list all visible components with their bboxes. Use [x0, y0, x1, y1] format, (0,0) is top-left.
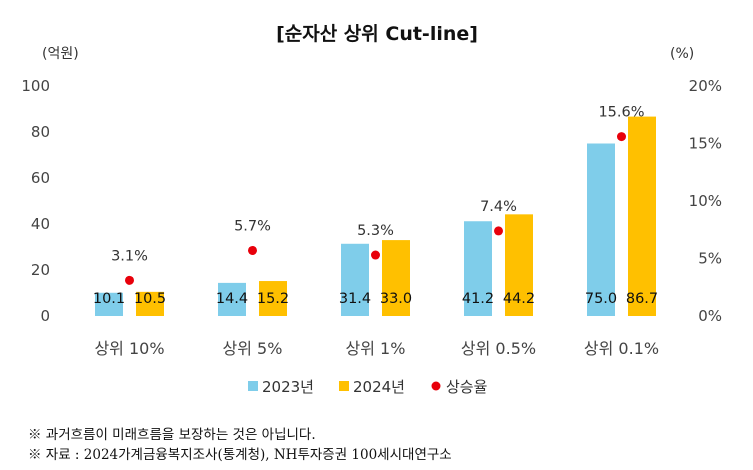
right-tick-label: 0% — [698, 307, 722, 325]
rate-label: 7.4% — [480, 199, 517, 215]
bar-value-label-2023: 31.4 — [339, 291, 371, 307]
rate-point — [494, 226, 503, 236]
chart: [순자산 상위 Cut-line] (억원) (%) 020406080100 … — [21, 23, 722, 396]
bar-2023 — [464, 221, 492, 316]
legend: 2023년 2024년 상승율 — [248, 378, 487, 396]
bar-value-label-2023: 41.2 — [462, 291, 494, 307]
legend-label-2024: 2024년 — [353, 378, 405, 396]
category-label: 상위 0.1% — [584, 339, 659, 358]
bar-value-label-2024: 10.5 — [134, 291, 166, 307]
right-axis-ticks: 0% 5% 10% 15% 20% — [689, 77, 722, 325]
left-axis-ticks: 0 20 40 60 80 100 — [21, 77, 50, 325]
rate-point — [125, 275, 134, 285]
rate-label: 5.3% — [357, 223, 394, 239]
rate-label: 15.6% — [598, 105, 644, 121]
bar-value-label-2023: 10.1 — [93, 291, 125, 307]
rate-point — [617, 132, 626, 142]
bar-value-label-2024: 33.0 — [380, 291, 412, 307]
bar-2024 — [136, 291, 164, 316]
bar-2024 — [259, 281, 287, 316]
rate-points: 3.1% 5.7% 5.3% 7.4% 15.6% — [111, 105, 645, 285]
chart-title: [순자산 상위 Cut-line] — [276, 23, 478, 45]
bars: 10.1 10.5 14.4 15.2 31.4 33.0 41.2 44.2 75.0 86.7 — [93, 116, 658, 316]
bar-2024 — [382, 240, 410, 316]
bar-value-label-2024: 44.2 — [503, 291, 535, 307]
bar-value-label-2023: 75.0 — [585, 291, 617, 307]
bar-2024 — [505, 214, 533, 316]
right-tick-label: 10% — [689, 192, 722, 210]
bar-2023 — [218, 282, 246, 316]
category-label: 상위 1% — [346, 339, 406, 358]
footnote: ※ 자료 : 2024가계금융복지조사(통계청), NH투자증권 100세시대연… — [28, 447, 452, 463]
left-tick-label: 80 — [31, 123, 50, 141]
rate-label: 3.1% — [111, 248, 148, 264]
legend-label-rate: 상승율 — [446, 378, 487, 396]
rate-label: 5.7% — [234, 218, 271, 234]
left-axis-unit: (억원) — [42, 46, 79, 62]
left-tick-label: 0 — [40, 307, 50, 325]
left-tick-label: 60 — [31, 169, 50, 187]
rate-point — [371, 250, 380, 260]
legend-swatch-2023 — [248, 381, 258, 391]
category-labels: 상위 10% 상위 5% 상위 1% 상위 0.5% 상위 0.1% — [94, 339, 659, 358]
bar-2023 — [95, 292, 123, 316]
bar-2023 — [587, 143, 615, 316]
rate-point — [248, 245, 257, 255]
left-tick-label: 20 — [31, 261, 50, 279]
right-axis-unit: (%) — [670, 46, 694, 62]
right-tick-label: 20% — [689, 77, 722, 95]
footnote: ※ 과거흐름이 미래흐름을 보장하는 것은 아닙니다. — [28, 427, 316, 443]
footnotes: ※ 과거흐름이 미래흐름을 보장하는 것은 아닙니다. ※ 자료 : 2024가… — [28, 425, 452, 465]
left-tick-label: 40 — [31, 215, 50, 233]
bar-value-label-2023: 14.4 — [216, 291, 248, 307]
legend-label-2023: 2023년 — [262, 378, 314, 396]
bar-2024 — [628, 116, 656, 316]
category-label: 상위 10% — [94, 339, 164, 358]
bar-value-label-2024: 86.7 — [626, 291, 658, 307]
bar-value-label-2024: 15.2 — [257, 291, 289, 307]
bar-2023 — [341, 243, 369, 316]
right-tick-label: 5% — [698, 250, 722, 268]
legend-marker-rate — [431, 381, 441, 391]
category-label: 상위 5% — [223, 339, 283, 358]
left-tick-label: 100 — [21, 77, 50, 95]
category-label: 상위 0.5% — [461, 339, 536, 358]
right-tick-label: 15% — [689, 135, 722, 153]
legend-swatch-2024 — [339, 381, 349, 391]
